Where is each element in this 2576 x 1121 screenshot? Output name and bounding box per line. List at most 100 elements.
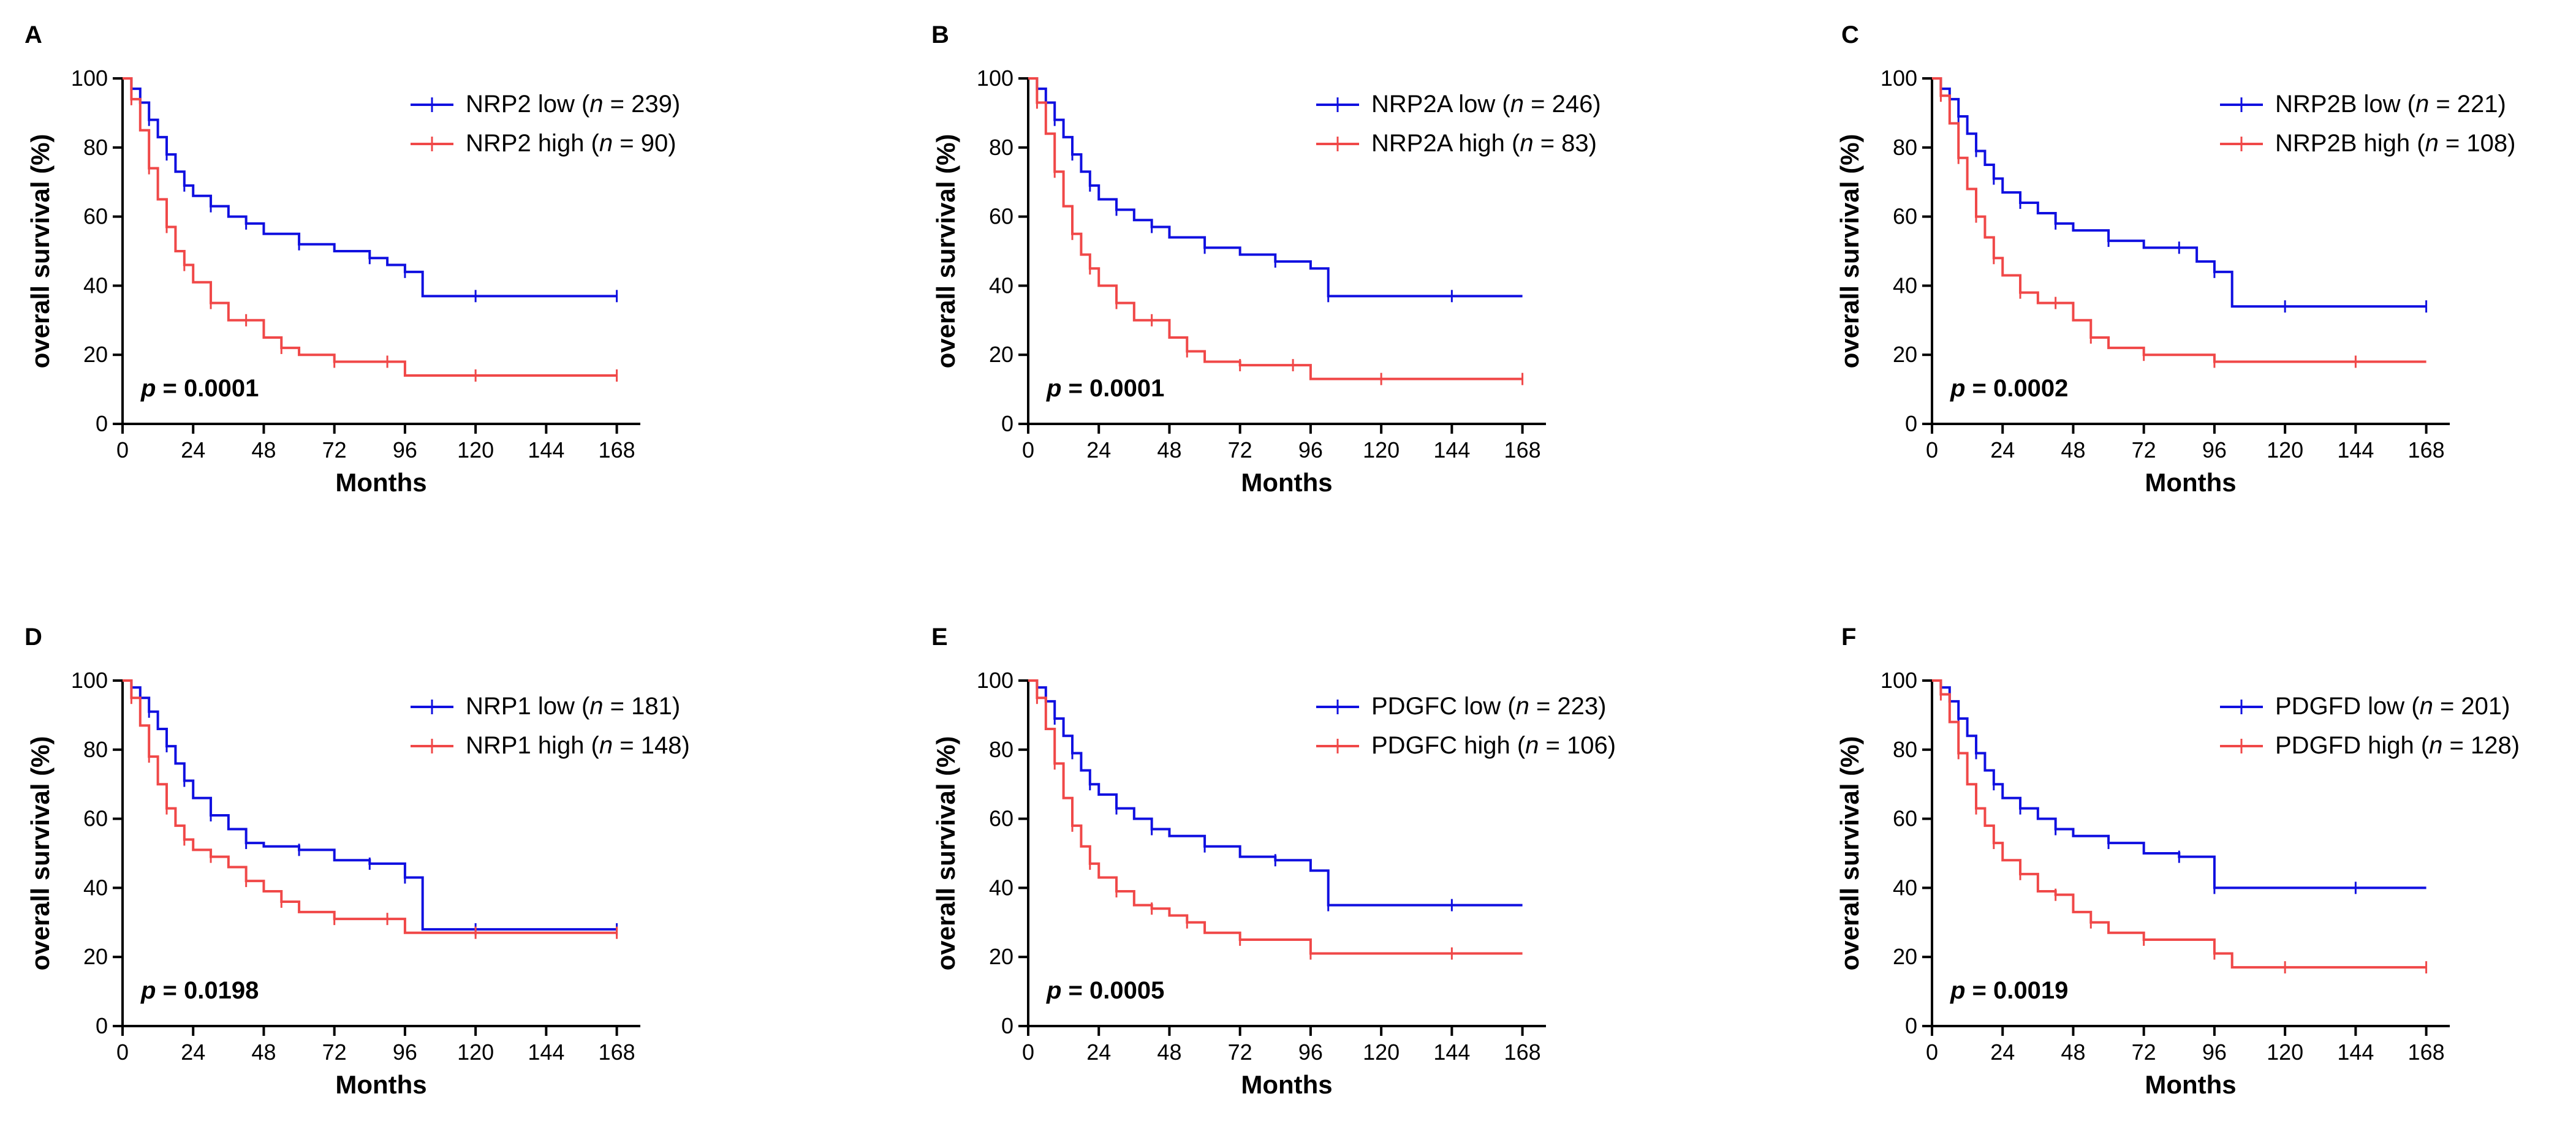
y-tick-label: 20: [1893, 342, 1917, 367]
legend-n-label: n: [2425, 130, 2439, 157]
y-tick-label: 80: [1893, 135, 1917, 160]
panel-c: C 0 24 48 72 96 120 144 168 0 20 40 60 80 100 Months ove…: [1835, 21, 2515, 497]
x-tick-label: 144: [1433, 1040, 1470, 1065]
x-tick-label: 24: [1990, 437, 2015, 462]
y-tick-label: 40: [83, 875, 108, 900]
y-tick-label: 0: [1001, 1013, 1013, 1038]
y-tick-label: 20: [989, 944, 1013, 969]
legend-n-value: = 246): [1524, 91, 1601, 118]
p-value-label: p: [140, 375, 156, 402]
legend-n-value: = 201): [2433, 693, 2510, 720]
legend-n-value: = 90): [613, 130, 676, 157]
legend-n-label: n: [2429, 732, 2442, 759]
y-tick-label: 40: [1893, 273, 1917, 298]
x-axis-title: Months: [335, 468, 426, 497]
y-tick-label: 100: [1881, 668, 1917, 693]
x-tick-label: 24: [181, 437, 205, 462]
x-tick-label: 72: [2132, 1040, 2156, 1065]
x-tick-label: 96: [393, 437, 417, 462]
x-tick-label: 72: [2132, 437, 2156, 462]
legend-n-label: n: [589, 693, 603, 720]
p-value-text: = 0.0002: [1965, 375, 2068, 402]
legend-gene: PDGFC low (: [1371, 693, 1516, 720]
x-tick-label: 120: [2267, 437, 2303, 462]
x-tick-label: 144: [528, 437, 564, 462]
x-tick-label: 48: [2061, 437, 2085, 462]
x-tick-label: 96: [2202, 437, 2227, 462]
x-tick-label: 96: [1298, 1040, 1323, 1065]
legend-entry-high: NRP2 high (n = 90): [466, 130, 676, 157]
x-tick-label: 72: [322, 1040, 347, 1065]
x-tick-label: 96: [1298, 437, 1323, 462]
series-line-high: [1932, 77, 2426, 363]
x-tick-label: 0: [1022, 437, 1034, 462]
p-value-label: p: [140, 977, 156, 1004]
p-value-text: = 0.0005: [1061, 977, 1164, 1004]
series-line-high: [123, 679, 617, 934]
legend-gene: NRP1 low (: [466, 693, 590, 720]
legend-gene: NRP1 high (: [466, 732, 600, 759]
panel-letter: E: [931, 624, 948, 651]
legend-gene: PDGFC high (: [1371, 732, 1526, 759]
y-tick-label: 20: [989, 342, 1013, 367]
y-tick-label: 0: [1905, 1013, 1917, 1038]
x-axis-title: Months: [2145, 1070, 2236, 1099]
legend-n-value: = 128): [2442, 732, 2520, 759]
p-value: p = 0.0001: [140, 375, 259, 402]
legend-entry-low: NRP1 low (n = 181): [466, 693, 680, 720]
x-tick-label: 72: [322, 437, 347, 462]
x-tick-label: 144: [2337, 1040, 2374, 1065]
y-tick-label: 60: [989, 204, 1013, 229]
x-tick-label: 120: [457, 437, 494, 462]
legend-entry-high: NRP2B high (n = 108): [2275, 130, 2515, 157]
y-tick-label: 100: [1881, 66, 1917, 91]
y-tick-label: 60: [989, 806, 1013, 831]
p-value: p = 0.0019: [1950, 977, 2068, 1004]
legend-n-label: n: [2415, 91, 2429, 118]
legend-n-value: = 108): [2439, 130, 2516, 157]
y-tick-label: 20: [83, 944, 108, 969]
x-tick-label: 0: [116, 437, 129, 462]
p-value: p = 0.0001: [1046, 375, 1164, 402]
y-tick-label: 80: [989, 737, 1013, 762]
panel-letter: B: [931, 21, 949, 48]
x-tick-label: 48: [251, 437, 276, 462]
x-tick-label: 96: [2202, 1040, 2227, 1065]
p-value: p = 0.0198: [140, 977, 259, 1004]
x-axis-title: Months: [335, 1070, 426, 1099]
legend-n-label: n: [589, 91, 603, 118]
p-value-label: p: [1950, 977, 1965, 1004]
x-tick-label: 0: [1022, 1040, 1034, 1065]
y-tick-label: 100: [71, 668, 108, 693]
x-axis-title: Months: [1241, 468, 1332, 497]
y-tick-label: 80: [1893, 737, 1917, 762]
x-tick-label: 144: [528, 1040, 564, 1065]
panel-letter: C: [1841, 21, 1859, 48]
legend-gene: NRP2 low (: [466, 91, 590, 118]
panel-letter: A: [25, 21, 42, 48]
x-tick-label: 168: [1504, 1040, 1541, 1065]
x-tick-label: 24: [1086, 437, 1111, 462]
series-line-low: [1932, 77, 2426, 308]
legend-entry-low: PDGFC low (n = 223): [1371, 693, 1606, 720]
x-tick-label: 72: [1228, 437, 1252, 462]
p-value-label: p: [1950, 375, 1965, 402]
x-tick-label: 72: [1228, 1040, 1252, 1065]
legend-n-label: n: [1525, 732, 1539, 759]
legend-n-label: n: [1516, 693, 1529, 720]
legend-n-label: n: [2420, 693, 2433, 720]
series-line-high: [1028, 679, 1523, 955]
legend-n-label: n: [1510, 91, 1524, 118]
x-tick-label: 168: [2408, 437, 2445, 462]
legend-n-value: = 221): [2429, 91, 2506, 118]
legend-gene: PDGFD high (: [2275, 732, 2430, 759]
panel-letter: D: [25, 624, 42, 651]
x-tick-label: 168: [2408, 1040, 2445, 1065]
y-tick-label: 0: [96, 411, 108, 436]
y-tick-label: 60: [83, 204, 108, 229]
legend-n-label: n: [599, 732, 613, 759]
x-tick-label: 48: [251, 1040, 276, 1065]
panel-a: A 0 24 48 72 96 120 144 168 0 20 40 60 80 100 Months ove…: [25, 21, 680, 497]
y-tick-label: 40: [1893, 875, 1917, 900]
